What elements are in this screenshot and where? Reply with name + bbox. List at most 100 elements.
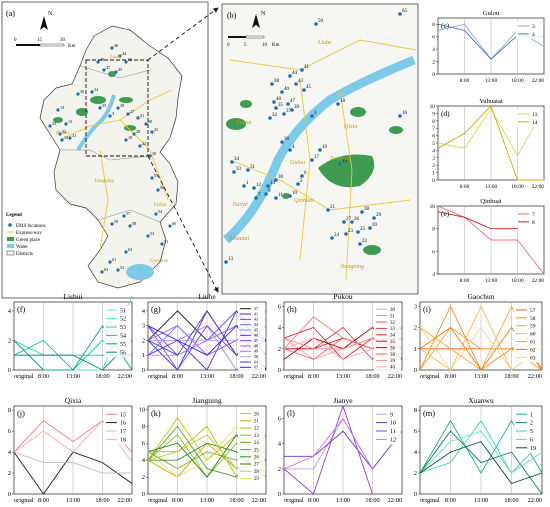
y-tick-label: 6 [432, 249, 435, 255]
legend-label: 12 [390, 438, 396, 444]
ems-point [288, 194, 292, 198]
ems-point [272, 100, 276, 104]
ems-point-label: 27 [130, 109, 134, 114]
y-tick-label: 4 [432, 272, 435, 278]
ems-point [148, 154, 152, 158]
legend-label: 10 [390, 421, 396, 427]
legend-box [104, 409, 131, 445]
district-label: Pukou [55, 131, 69, 136]
x-tick-label: 18:00 [365, 497, 379, 504]
ems-point [230, 160, 234, 164]
legend-label: 57 [530, 308, 536, 314]
ems-point [336, 102, 340, 106]
y-tick-label: 4 [142, 308, 146, 315]
ems-point-label: 57 [126, 211, 130, 216]
legend-label: 2 [530, 421, 533, 427]
legend-label: 27 [254, 463, 259, 468]
y-tick-label: 2 [414, 470, 417, 477]
legend-label: 51 [120, 308, 126, 314]
ems-point [110, 46, 114, 50]
y-tick-label: 3 [414, 303, 417, 310]
ems-point [398, 12, 402, 16]
map-b-district-labels: Liuhe Pukou Qixia Xuanwu Gulou Qinhuai J… [228, 40, 364, 270]
chart-liuhe: Liuhe (g) 0 1 2 3 4 original 8:00 13:00 18:00 22:00… [142, 292, 267, 380]
north-label: N [261, 11, 266, 17]
ems-point-label: 44 [122, 51, 127, 56]
legend-item: Express-way [16, 231, 42, 236]
x-tick-label: 22:00 [118, 497, 132, 504]
ems-point-label: 55 [154, 173, 158, 178]
ems-point-label: 2 [300, 179, 303, 184]
legend-label: 21 [254, 419, 259, 424]
ems-point-label: 6 [304, 171, 307, 176]
district-label: Pukou [235, 120, 251, 126]
ems-point-label: 36 [80, 89, 84, 94]
ems-point [110, 222, 114, 226]
legend-label: 53 [120, 325, 126, 331]
series-line-5 [419, 419, 543, 474]
legend: 20 21 22 23 24 25 26 27 28 29 [238, 409, 265, 483]
panel-label: (d) [441, 109, 450, 118]
ems-point [302, 88, 306, 92]
scale-tick: 0 [14, 38, 17, 43]
legend-label: 14 [532, 120, 538, 126]
x-tick-label: original [14, 497, 34, 504]
series-line-63 [419, 326, 543, 371]
ems-point-label: 29 [376, 213, 382, 218]
ems-point [356, 230, 360, 234]
y-tick-label: 5 [432, 141, 435, 147]
legend-label: 4 [532, 32, 535, 38]
ems-point-label: 21 [140, 113, 144, 118]
legend-label: 63 [530, 355, 536, 361]
district-label: Qinhuai [294, 198, 314, 204]
ems-point-label: 33 [236, 167, 242, 172]
ems-point-label: 47 [106, 65, 110, 70]
legend-label: 45 [254, 327, 258, 332]
x-tick-label: 22:00 [388, 497, 402, 504]
x-tick-label: 18:00 [511, 278, 524, 284]
y-tick-label: 0 [278, 367, 281, 374]
x-tick-label: 22:00 [252, 497, 266, 504]
scale-tick: 30 [60, 38, 66, 43]
legend-label: 9 [390, 412, 393, 418]
ems-point [60, 138, 64, 142]
x-tick-label: 22:00 [528, 497, 542, 504]
x-tick-label: 8:00 [460, 278, 470, 284]
ems-point-label: 18 [340, 99, 346, 104]
legend-label: 48 [254, 343, 258, 348]
ems-point-label: 38 [274, 79, 280, 84]
y-tick-label: 2 [432, 60, 435, 66]
legend-box [516, 209, 543, 227]
legend-label: 41 [254, 311, 258, 316]
legend-label: 52 [120, 317, 126, 323]
ems-point [150, 176, 154, 180]
ems-point-label: 1 [246, 181, 249, 186]
x-tick-label: 18:00 [511, 78, 524, 84]
ems-point-label: 50 [318, 19, 324, 24]
ems-point [280, 90, 284, 94]
district-label: Jianye [232, 202, 248, 208]
y-tick-label: 2 [8, 337, 11, 344]
legend-label: 15 [120, 412, 126, 418]
legend-label: 5 [530, 429, 533, 435]
y-tick-label: 6 [432, 35, 435, 41]
map-a-district-labels: Liuhe Pukou Jiangning Lishui Gaochun [55, 55, 169, 264]
legend-label: 31 [390, 314, 396, 319]
ems-point-label: 31 [250, 165, 256, 170]
district-label: Gulou [290, 160, 305, 166]
zoom-connector [147, 155, 219, 293]
ems-point [64, 122, 68, 126]
y-tick-label: 6 [8, 428, 11, 435]
chart-title: Gulou [483, 10, 500, 17]
ems-point-label: 51 [164, 239, 168, 244]
panel-label: (f) [17, 305, 26, 314]
ems-point-label: 25 [360, 227, 366, 232]
y-tick-label: 2 [142, 337, 145, 344]
chart-yuhuatai: Yuhuatai (d) 01 23 456 78 910 8:00 13:00 18:00 22:… [430, 98, 545, 190]
x-tick-label: 18:00 [229, 373, 243, 380]
y-tick-label: 0 [278, 491, 281, 498]
chart-gaochun: Gaochun (i) 0 1 2 3 original 8:00 13:00 18:00 22:0… [414, 292, 543, 380]
ems-point-label: 48 [100, 57, 104, 62]
